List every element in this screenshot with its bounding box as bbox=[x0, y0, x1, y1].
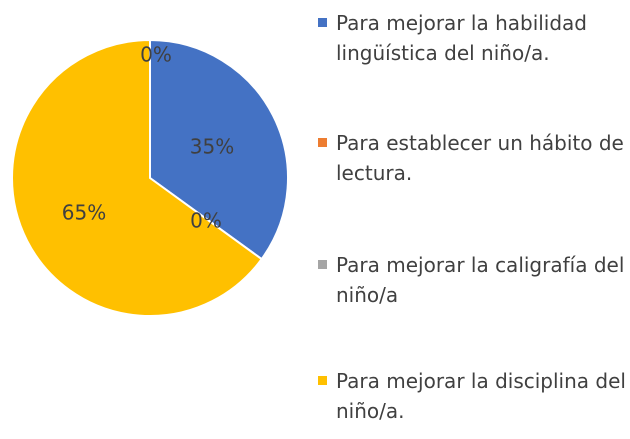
legend-swatch bbox=[318, 260, 327, 269]
legend-label: Para mejorar la disciplina del niño/a. bbox=[336, 369, 626, 423]
legend-entry: Para establecer un hábito de lectura. bbox=[318, 128, 630, 188]
data-label: 0% bbox=[190, 209, 222, 233]
pie-slice bbox=[149, 38, 289, 261]
legend: Para mejorar la habilidad lingüística de… bbox=[318, 0, 630, 439]
pie-slice bbox=[11, 38, 264, 317]
legend-entry: Para mejorar la caligrafía del niño/a bbox=[318, 250, 630, 310]
legend-swatch bbox=[318, 376, 327, 385]
legend-entry: Para mejorar la disciplina del niño/a. bbox=[318, 366, 630, 426]
legend-label: Para mejorar la habilidad lingüística de… bbox=[336, 11, 588, 65]
legend-label: Para mejorar la caligrafía del niño/a bbox=[336, 253, 625, 307]
data-label: 65% bbox=[62, 201, 106, 225]
data-label: 0% bbox=[140, 43, 172, 67]
legend-entry: Para mejorar la habilidad lingüística de… bbox=[318, 8, 630, 68]
legend-swatch bbox=[318, 18, 327, 27]
chart: 35% 0% 0% 65% bbox=[11, 38, 289, 317]
data-label: 35% bbox=[190, 135, 234, 159]
legend-label: Para establecer un hábito de lectura. bbox=[336, 131, 624, 185]
legend-swatch bbox=[318, 138, 327, 147]
